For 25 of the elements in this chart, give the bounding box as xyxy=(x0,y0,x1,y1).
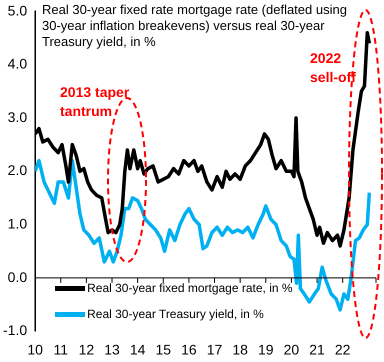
x-tick-label: 16 xyxy=(181,341,197,358)
x-tick-label: 10 xyxy=(27,341,44,358)
y-tick-label: -1.0 xyxy=(3,322,28,338)
y-tick-label: 3.0 xyxy=(8,108,28,125)
y-tick-label: 5.0 xyxy=(8,2,28,18)
x-tick-label: 13 xyxy=(104,341,120,358)
y-tick-label: 0.0 xyxy=(8,268,28,285)
x-tick-label: 14 xyxy=(130,341,146,358)
x-tick-label: 11 xyxy=(53,341,68,358)
x-tick-label: 21 xyxy=(309,341,326,358)
x-tick-label: 18 xyxy=(232,341,248,358)
y-tick-label: 1.0 xyxy=(8,215,28,232)
y-tick-label: 2.0 xyxy=(8,162,28,178)
annotation: 2013 taper tantrum xyxy=(60,84,130,119)
x-tick-label: 12 xyxy=(78,341,94,358)
annotation: 2022 sell-off xyxy=(310,50,356,85)
legend-label: Real 30-year fixed mortgage rate, in % xyxy=(87,281,293,296)
legend-label: Real 30-year Treasury yield, in % xyxy=(87,307,264,322)
text: Real 30-year fixed rate mortgage rate (deflated using 30-year inflation breakevens) versus real 30-year Treasury yield, in % xyxy=(42,2,348,50)
y-tick-label: 4.0 xyxy=(8,56,28,72)
x-tick-label: 20 xyxy=(284,341,300,358)
x-tick-label: 19 xyxy=(258,341,274,358)
x-tick-label: 15 xyxy=(155,341,172,358)
x-tick-label: 22 xyxy=(334,341,351,358)
x-tick-label: 17 xyxy=(206,341,223,358)
